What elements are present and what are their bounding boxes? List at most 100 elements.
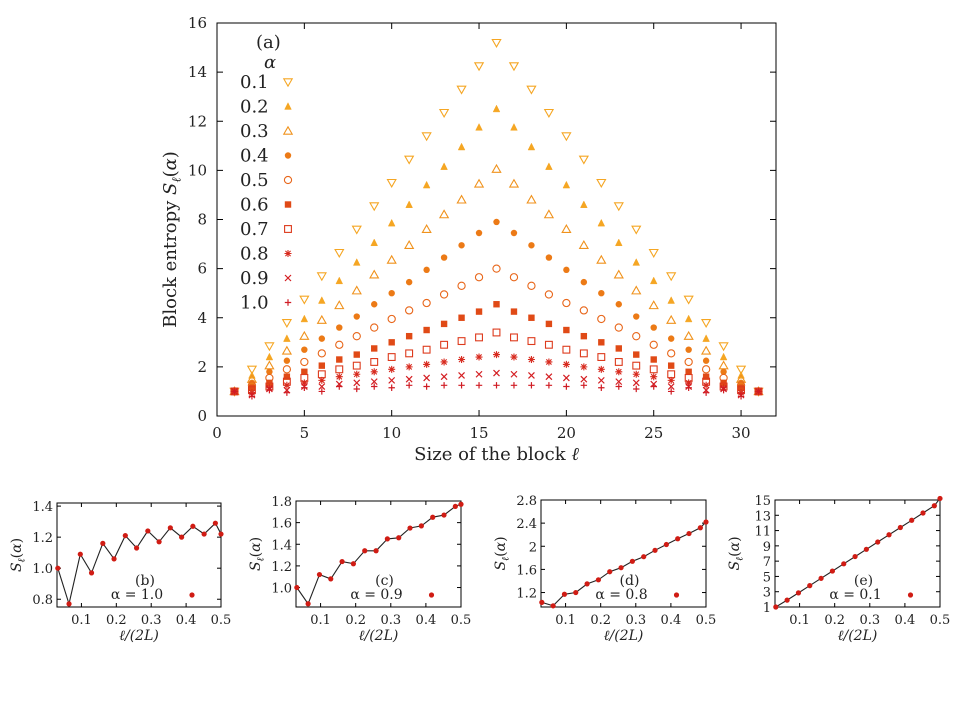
data-point [493,301,500,308]
data-point [388,339,395,346]
data-point [702,389,710,396]
data-point [457,337,466,346]
data-point [201,531,207,537]
data-point [440,320,448,328]
data-point [562,360,570,368]
data-point [550,603,556,609]
legend-label: 1.0 [240,293,269,314]
data-point [212,520,218,526]
data-point [387,218,396,227]
data-point [545,254,553,261]
legend-label: 0.2 [240,97,269,118]
data-point [145,528,151,534]
x-axis-label: Size of the block ℓ [414,444,579,465]
x-tick-label: 0.5 [696,613,717,628]
legend-marker [284,201,292,208]
data-point [475,123,483,131]
data-point [122,532,128,539]
data-point [492,328,501,337]
data-point [440,373,448,381]
y-tick-label: 0 [197,407,207,425]
data-point [231,388,238,395]
data-point [335,365,344,374]
data-point [318,388,326,395]
data-point [615,378,623,386]
data-point [649,365,658,374]
data-point [301,346,308,353]
data-point [579,306,588,315]
data-point [362,548,368,554]
y-tick-label: 1.4 [271,538,292,553]
data-point [795,590,802,596]
data-point [423,374,431,382]
data-point [388,365,396,373]
data-point [737,393,745,400]
x-tick-label: 0.3 [380,613,401,628]
x-tick-label: 0 [212,424,222,442]
data-point [578,155,589,165]
legend-marker [284,274,292,282]
data-point [702,334,710,342]
data-point [508,178,520,188]
data-point [667,362,675,369]
data-point [632,370,640,378]
data-point [702,381,710,389]
data-point [544,340,553,349]
data-point [561,132,572,142]
data-point [702,373,710,380]
data-point [440,382,448,389]
data-point [422,345,431,354]
y-tick-label: 6 [197,260,207,278]
data-point [283,357,291,364]
data-point [369,269,380,279]
data-point [371,383,378,390]
data-point [423,383,430,390]
data-point [703,519,709,525]
data-point [457,142,466,151]
data-point [418,523,424,529]
x-tick-label: 0.4 [661,613,682,628]
data-point [248,379,256,387]
data-point [633,313,640,320]
y-tick-label: 1.4 [32,500,53,515]
inset-chart-b: 0.1 0.2 0.3 0.4 0.5 0.8 1.0 1.2 1.4 (b)α = 1.0 ℓ/(… [9,500,231,644]
panel-label: (d) [620,573,640,589]
data-point [650,356,657,363]
data-point [458,501,464,507]
data-point [629,558,635,564]
x-tick-label: 0.1 [71,613,92,628]
y-tick-label: 4 [197,309,207,327]
data-point [597,218,606,227]
data-point [300,357,309,367]
data-point [305,601,311,607]
x-tick-label: 30 [732,424,751,442]
data-point [387,314,396,324]
x-tick-label: 0.3 [141,613,162,628]
series-0.5 [230,264,763,396]
legend-marker [284,299,292,306]
data-point [371,345,378,352]
data-line [541,521,706,607]
series-1.0 [231,382,762,400]
data-point [100,540,106,546]
data-point [509,273,519,282]
data-point [718,360,729,370]
data-point [336,356,343,363]
data-point [316,314,327,324]
data-point [336,383,343,390]
data-point [527,281,536,290]
data-point [283,381,291,389]
legend-label: 0.8 [240,244,269,265]
data-point [675,536,681,542]
data-point [353,385,360,393]
x-axis-label: ℓ/(2L) [119,628,159,644]
data-point [405,349,414,358]
data-point [458,382,465,389]
data-point [528,372,535,379]
data-point [597,376,605,384]
data-point [615,368,623,376]
data-point [508,62,520,72]
y-tick-label: 16 [188,14,207,32]
